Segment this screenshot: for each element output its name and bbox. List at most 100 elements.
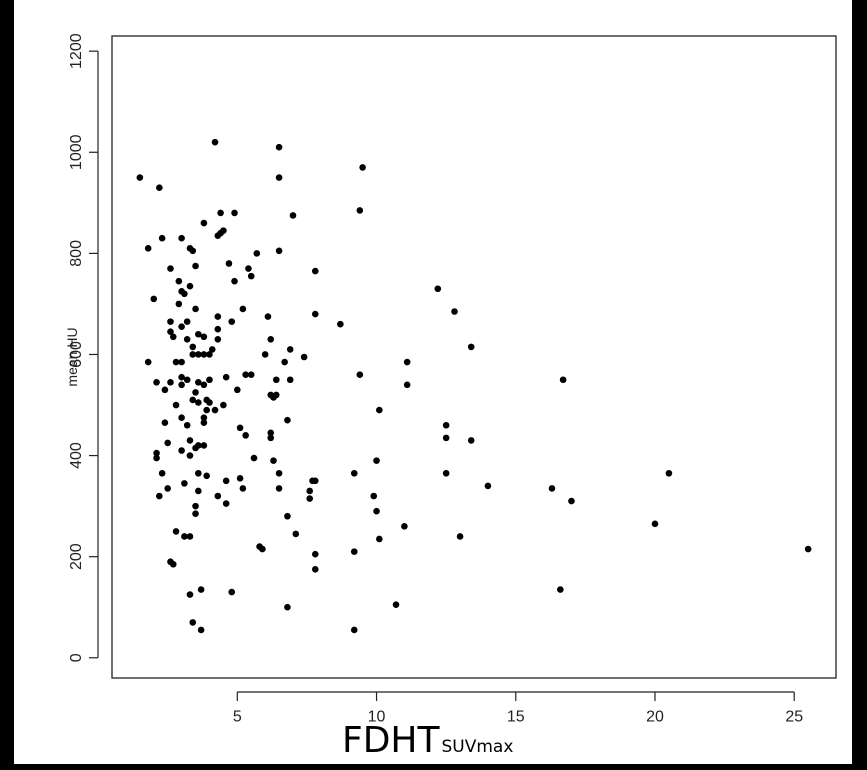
data-point: [156, 492, 163, 500]
x-axis-title-subscript: SUVmax: [441, 737, 514, 757]
data-point: [192, 510, 199, 518]
data-point: [284, 603, 291, 611]
data-point: [178, 358, 185, 366]
data-point: [158, 469, 166, 477]
y-axis: 0 200 400 600 800 1000 1200: [68, 33, 99, 662]
data-point: [206, 351, 213, 358]
data-point: [214, 492, 222, 500]
data-point: [370, 492, 378, 500]
data-point: [247, 371, 255, 378]
data-point: [392, 601, 400, 609]
data-point: [203, 472, 210, 480]
data-point: [153, 378, 160, 386]
x-tick-label: 5: [233, 708, 242, 725]
data-point: [267, 336, 275, 343]
data-point: [189, 351, 197, 358]
data-point: [442, 434, 450, 442]
data-point: [186, 437, 194, 444]
data-point: [264, 313, 272, 320]
data-point: [195, 351, 202, 358]
data-point: [311, 550, 319, 558]
data-point: [189, 343, 197, 351]
data-point: [548, 485, 556, 492]
data-point: [311, 477, 319, 485]
data-point: [275, 247, 283, 255]
data-point: [292, 530, 300, 538]
data-point: [200, 419, 208, 427]
y-tick-label: 0: [68, 653, 85, 662]
data-point: [214, 313, 222, 320]
data-point: [306, 487, 314, 495]
data-point: [172, 401, 180, 409]
data-point: [175, 300, 183, 308]
data-point: [242, 432, 249, 439]
data-point: [267, 429, 275, 437]
data-point: [189, 247, 197, 255]
data-point: [376, 406, 383, 414]
data-point: [275, 143, 283, 151]
data-point: [651, 520, 659, 528]
data-point: [153, 449, 160, 457]
data-point: [206, 399, 213, 406]
data-point: [337, 320, 344, 328]
data-point: [217, 209, 224, 217]
data-point: [136, 174, 144, 181]
y-tick-label: 800: [68, 240, 85, 267]
data-point: [245, 265, 252, 272]
data-point: [200, 333, 208, 341]
data-point: [150, 295, 158, 303]
data-point: [403, 358, 411, 366]
data-point: [200, 351, 208, 358]
data-point: [242, 371, 249, 378]
data-point: [259, 545, 266, 553]
x-tick-label: 10: [368, 708, 386, 725]
data-point: [186, 282, 194, 290]
data-point: [350, 469, 358, 477]
data-point: [311, 267, 319, 275]
data-point: [350, 548, 358, 555]
data-point: [467, 437, 475, 444]
data-point: [222, 477, 230, 485]
data-point: [172, 528, 180, 535]
data-point: [231, 209, 238, 217]
chart-panel: 5 10 15 20 25 0 200 400 600 800 1000 1200 mean HU …: [14, 0, 852, 764]
data-point: [161, 419, 169, 427]
data-point: [804, 545, 812, 553]
data-point: [183, 318, 191, 325]
data-point: [442, 469, 450, 477]
y-axis-title: mean HU: [64, 327, 80, 386]
data-point: [156, 184, 163, 191]
data-point: [195, 487, 202, 495]
data-point: [153, 454, 160, 462]
data-point: [236, 424, 244, 432]
data-point: [181, 533, 188, 540]
data-point: [211, 406, 219, 414]
data-point: [192, 305, 199, 313]
data-point: [167, 378, 174, 386]
data-point: [557, 586, 564, 593]
data-point: [356, 371, 364, 378]
data-point: [284, 512, 291, 520]
data-point: [442, 421, 450, 429]
data-point: [236, 475, 244, 482]
data-point: [167, 265, 174, 272]
data-point: [272, 391, 280, 399]
data-point: [403, 381, 411, 389]
data-point: [220, 401, 227, 409]
y-tick-label: 200: [68, 543, 85, 570]
data-point: [275, 174, 283, 181]
y-tick-label: 600: [68, 341, 85, 368]
data-point: [484, 482, 492, 490]
data-point: [214, 325, 222, 333]
data-point: [186, 533, 194, 540]
data-point: [164, 439, 171, 447]
data-point: [311, 566, 319, 573]
x-tick-label: 25: [785, 708, 803, 725]
data-point: [568, 497, 575, 505]
data-point: [311, 310, 319, 318]
data-point: [275, 485, 283, 492]
data-point: [270, 457, 277, 464]
data-point: [286, 376, 294, 384]
y-tick-label: 1000: [68, 134, 85, 170]
data-point: [247, 272, 255, 280]
